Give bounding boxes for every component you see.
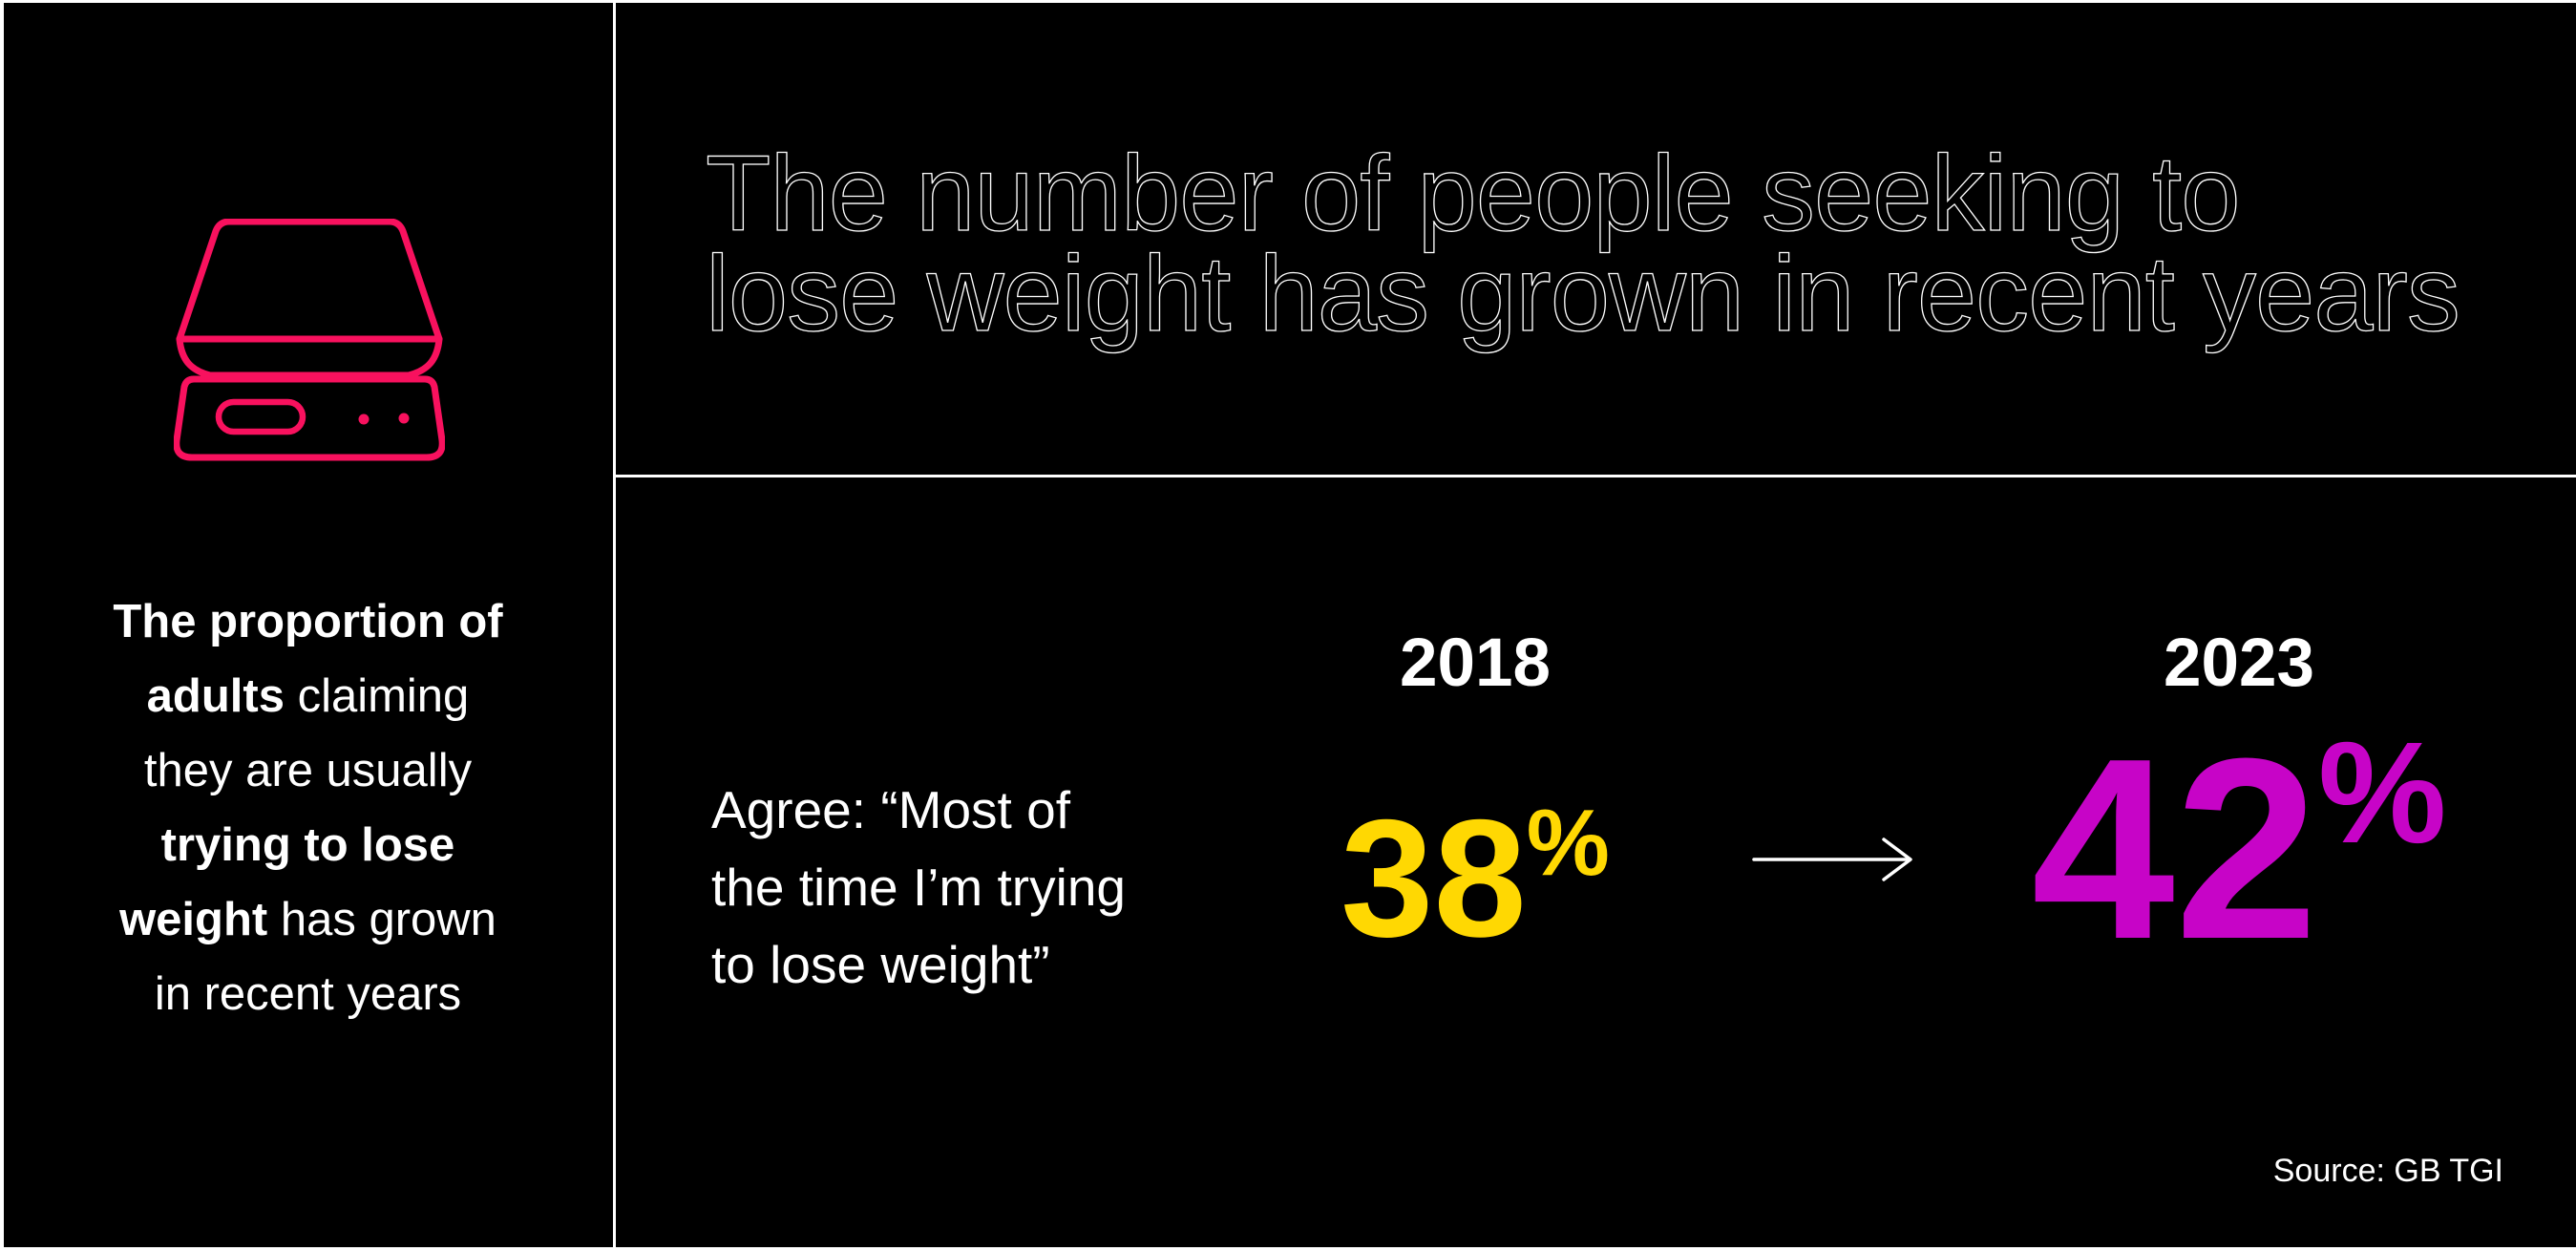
- horizontal-divider: [616, 475, 2576, 477]
- arrow-right-icon: [1752, 838, 1912, 881]
- scale-skirt: [176, 335, 443, 379]
- stat-2023: 2023 42%: [2015, 626, 2463, 979]
- stat-value-2023: 42%: [2015, 721, 2463, 979]
- frame-border-left: [0, 0, 4, 1251]
- page-title: The number of people seeking to lose wei…: [705, 134, 2460, 353]
- sidebar-summary-line: adults claiming: [146, 670, 470, 722]
- year-label-2023: 2023: [2164, 626, 2314, 701]
- percent-sign: %: [2317, 712, 2447, 874]
- statement-line: Agree: “Most of: [711, 780, 1070, 839]
- stat-value-2018: 38%: [1313, 795, 1637, 963]
- page-title-line-2: lose weight has grown in recent years: [705, 234, 2460, 353]
- sidebar-summary-line: The proportion of: [113, 596, 503, 647]
- sidebar-summary-text: The proportion of adults claiming they a…: [29, 584, 587, 1031]
- stat-2018: 2018 38%: [1313, 626, 1637, 963]
- vertical-divider: [613, 0, 616, 1251]
- stat-number: 42: [2031, 706, 2318, 993]
- scale-button-dot: [398, 413, 410, 424]
- sidebar-summary-line: trying to lose: [160, 819, 455, 871]
- sidebar-summary-line: they are usually: [143, 745, 473, 796]
- scale-lid: [176, 219, 443, 343]
- stat-number: 38: [1341, 786, 1527, 972]
- frame-border-bottom: [0, 1247, 2576, 1251]
- statement-line: the time I’m trying: [711, 858, 1127, 917]
- sidebar-summary-line: in recent years: [154, 968, 462, 1020]
- percent-sign: %: [1526, 790, 1610, 895]
- scale-button-dot: [358, 413, 370, 425]
- sidebar-summary-line: weight has grown: [119, 894, 496, 945]
- statement-line: to lose weight”: [711, 935, 1050, 994]
- page-title-line-1: The number of people seeking to: [705, 134, 2241, 253]
- scale-display-window: [215, 398, 306, 435]
- year-label-2018: 2018: [1400, 626, 1551, 701]
- statement-text: Agree: “Most of the time I’m trying to l…: [711, 772, 1126, 1004]
- weighing-scale-icon: [174, 219, 445, 461]
- scale-base: [174, 375, 445, 461]
- frame-border-top: [0, 0, 2576, 3]
- source-note: Source: GB TGI: [2272, 1153, 2503, 1189]
